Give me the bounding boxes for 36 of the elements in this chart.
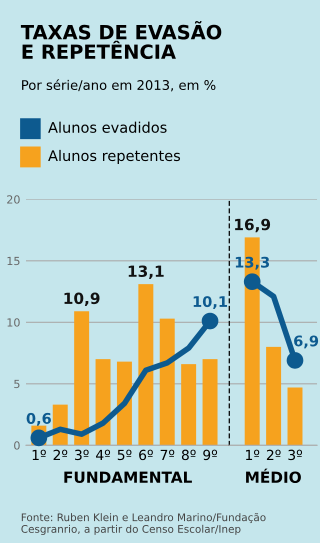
legend-label: Alunos repetentes — [48, 150, 180, 164]
data-label: 6,9 — [294, 335, 318, 348]
y-tick-label: 15 — [8, 256, 20, 266]
bar — [74, 311, 90, 446]
chart-title: TAXAS DE EVASÃO E REPETÊNCIA — [20, 21, 222, 60]
bar — [96, 359, 111, 446]
legend-label: Alunos evadidos — [48, 122, 167, 133]
x-tick-label: 3º — [288, 450, 302, 460]
source-note: Fonte: Ruben Klein e Leandro Marino/Fundação Cesgranrio, a partir do Censo Escolar/Inep — [21, 512, 266, 535]
bar — [202, 359, 218, 446]
chart-subtitle: Por série/ano em 2013, em % — [22, 79, 216, 92]
x-tick-label: 1º — [246, 450, 260, 460]
x-tick-label: 3º — [75, 450, 89, 460]
x-tick-label: 6º — [139, 450, 153, 460]
y-tick-label: 20 — [7, 195, 20, 204]
x-axis-title: MÉDIO — [246, 468, 301, 484]
x-tick-label: 2º — [266, 450, 281, 460]
data-label: 0,6 — [26, 412, 51, 426]
x-tick-label: 7º — [160, 450, 174, 460]
data-label: 16,9 — [235, 218, 270, 232]
y-tick-label: 5 — [14, 380, 20, 388]
x-tick-label: 4º — [96, 450, 110, 460]
x-tick-label: 8º — [182, 450, 196, 460]
data-label: 10,1 — [194, 296, 228, 309]
x-tick-label: 5º — [118, 450, 132, 460]
bar — [160, 318, 175, 446]
bar — [138, 284, 154, 446]
bar — [181, 364, 196, 446]
y-tick-label: 0 — [14, 441, 20, 450]
x-tick-label: 1º — [32, 450, 46, 460]
x-axis-title: FUNDAMENTAL — [64, 472, 192, 484]
x-tick-label: 9º — [203, 450, 218, 460]
data-label: 13,1 — [128, 265, 164, 279]
x-tick-label: 2º — [54, 450, 68, 460]
y-tick-label: 10 — [8, 318, 20, 327]
data-label: 10,9 — [64, 292, 100, 306]
